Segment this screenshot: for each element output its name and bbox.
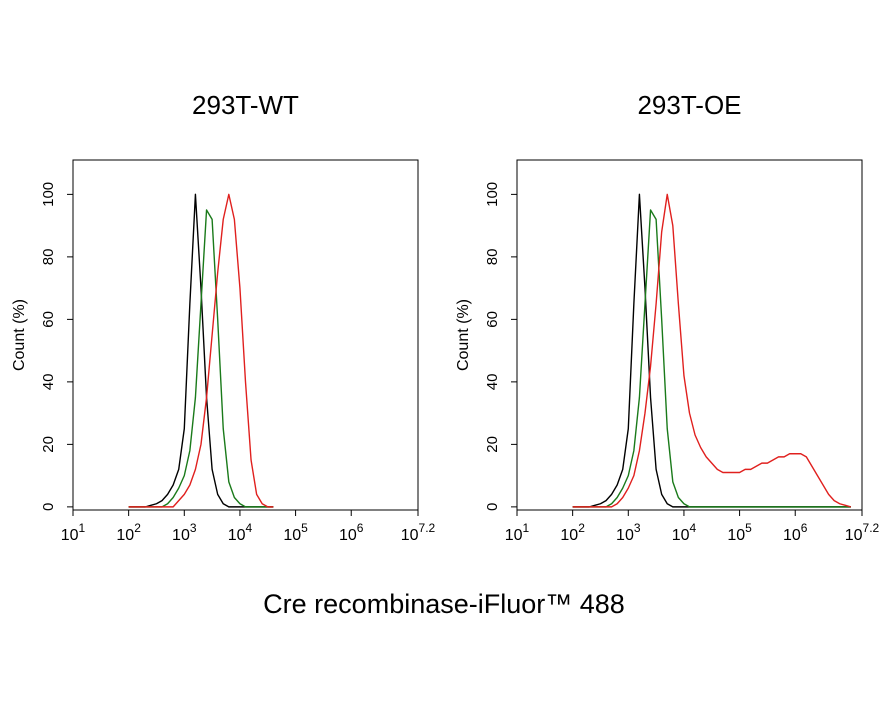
y-tick-label: 20 <box>484 436 501 453</box>
y-tick-label: 100 <box>484 182 501 207</box>
histogram-line <box>572 209 851 508</box>
x-tick-label: 102 <box>116 521 141 544</box>
x-axis-label: Cre recombinase-iFluor™ 488 <box>263 589 625 619</box>
y-tick-label: 60 <box>484 311 501 328</box>
y-tick-label: 0 <box>40 503 57 511</box>
plot-frame <box>72 159 419 511</box>
x-tick-label: 107.2 <box>401 521 436 544</box>
x-tick-label: 104 <box>672 521 697 544</box>
x-tick-label: 101 <box>505 521 530 544</box>
histogram-line <box>128 193 274 508</box>
chart-title: 293T-WT <box>192 90 299 120</box>
x-tick-label: 104 <box>228 521 253 544</box>
y-tick-label: 40 <box>484 374 501 391</box>
y-tick-label: 40 <box>40 374 57 391</box>
x-tick-label: 102 <box>560 521 585 544</box>
y-tick-label: 100 <box>40 182 57 207</box>
y-axis-label: Count (%) <box>455 299 472 371</box>
y-tick-label: 60 <box>40 311 57 328</box>
chart-title: 293T-OE <box>637 90 741 120</box>
y-tick-label: 20 <box>40 436 57 453</box>
x-tick-label: 101 <box>61 521 86 544</box>
histogram-line <box>572 193 851 508</box>
x-tick-label: 106 <box>339 521 364 544</box>
y-tick-label: 80 <box>484 249 501 266</box>
histogram-line <box>572 193 852 508</box>
x-tick-label: 105 <box>727 521 752 544</box>
y-axis-label: Count (%) <box>11 299 28 371</box>
y-tick-label: 0 <box>484 503 501 511</box>
x-tick-label: 105 <box>283 521 308 544</box>
plot-frame <box>516 159 863 511</box>
x-tick-label: 106 <box>783 521 808 544</box>
x-tick-label: 103 <box>616 521 641 544</box>
y-tick-label: 80 <box>40 249 57 266</box>
x-tick-label: 103 <box>172 521 197 544</box>
x-tick-label: 107.2 <box>845 521 880 544</box>
